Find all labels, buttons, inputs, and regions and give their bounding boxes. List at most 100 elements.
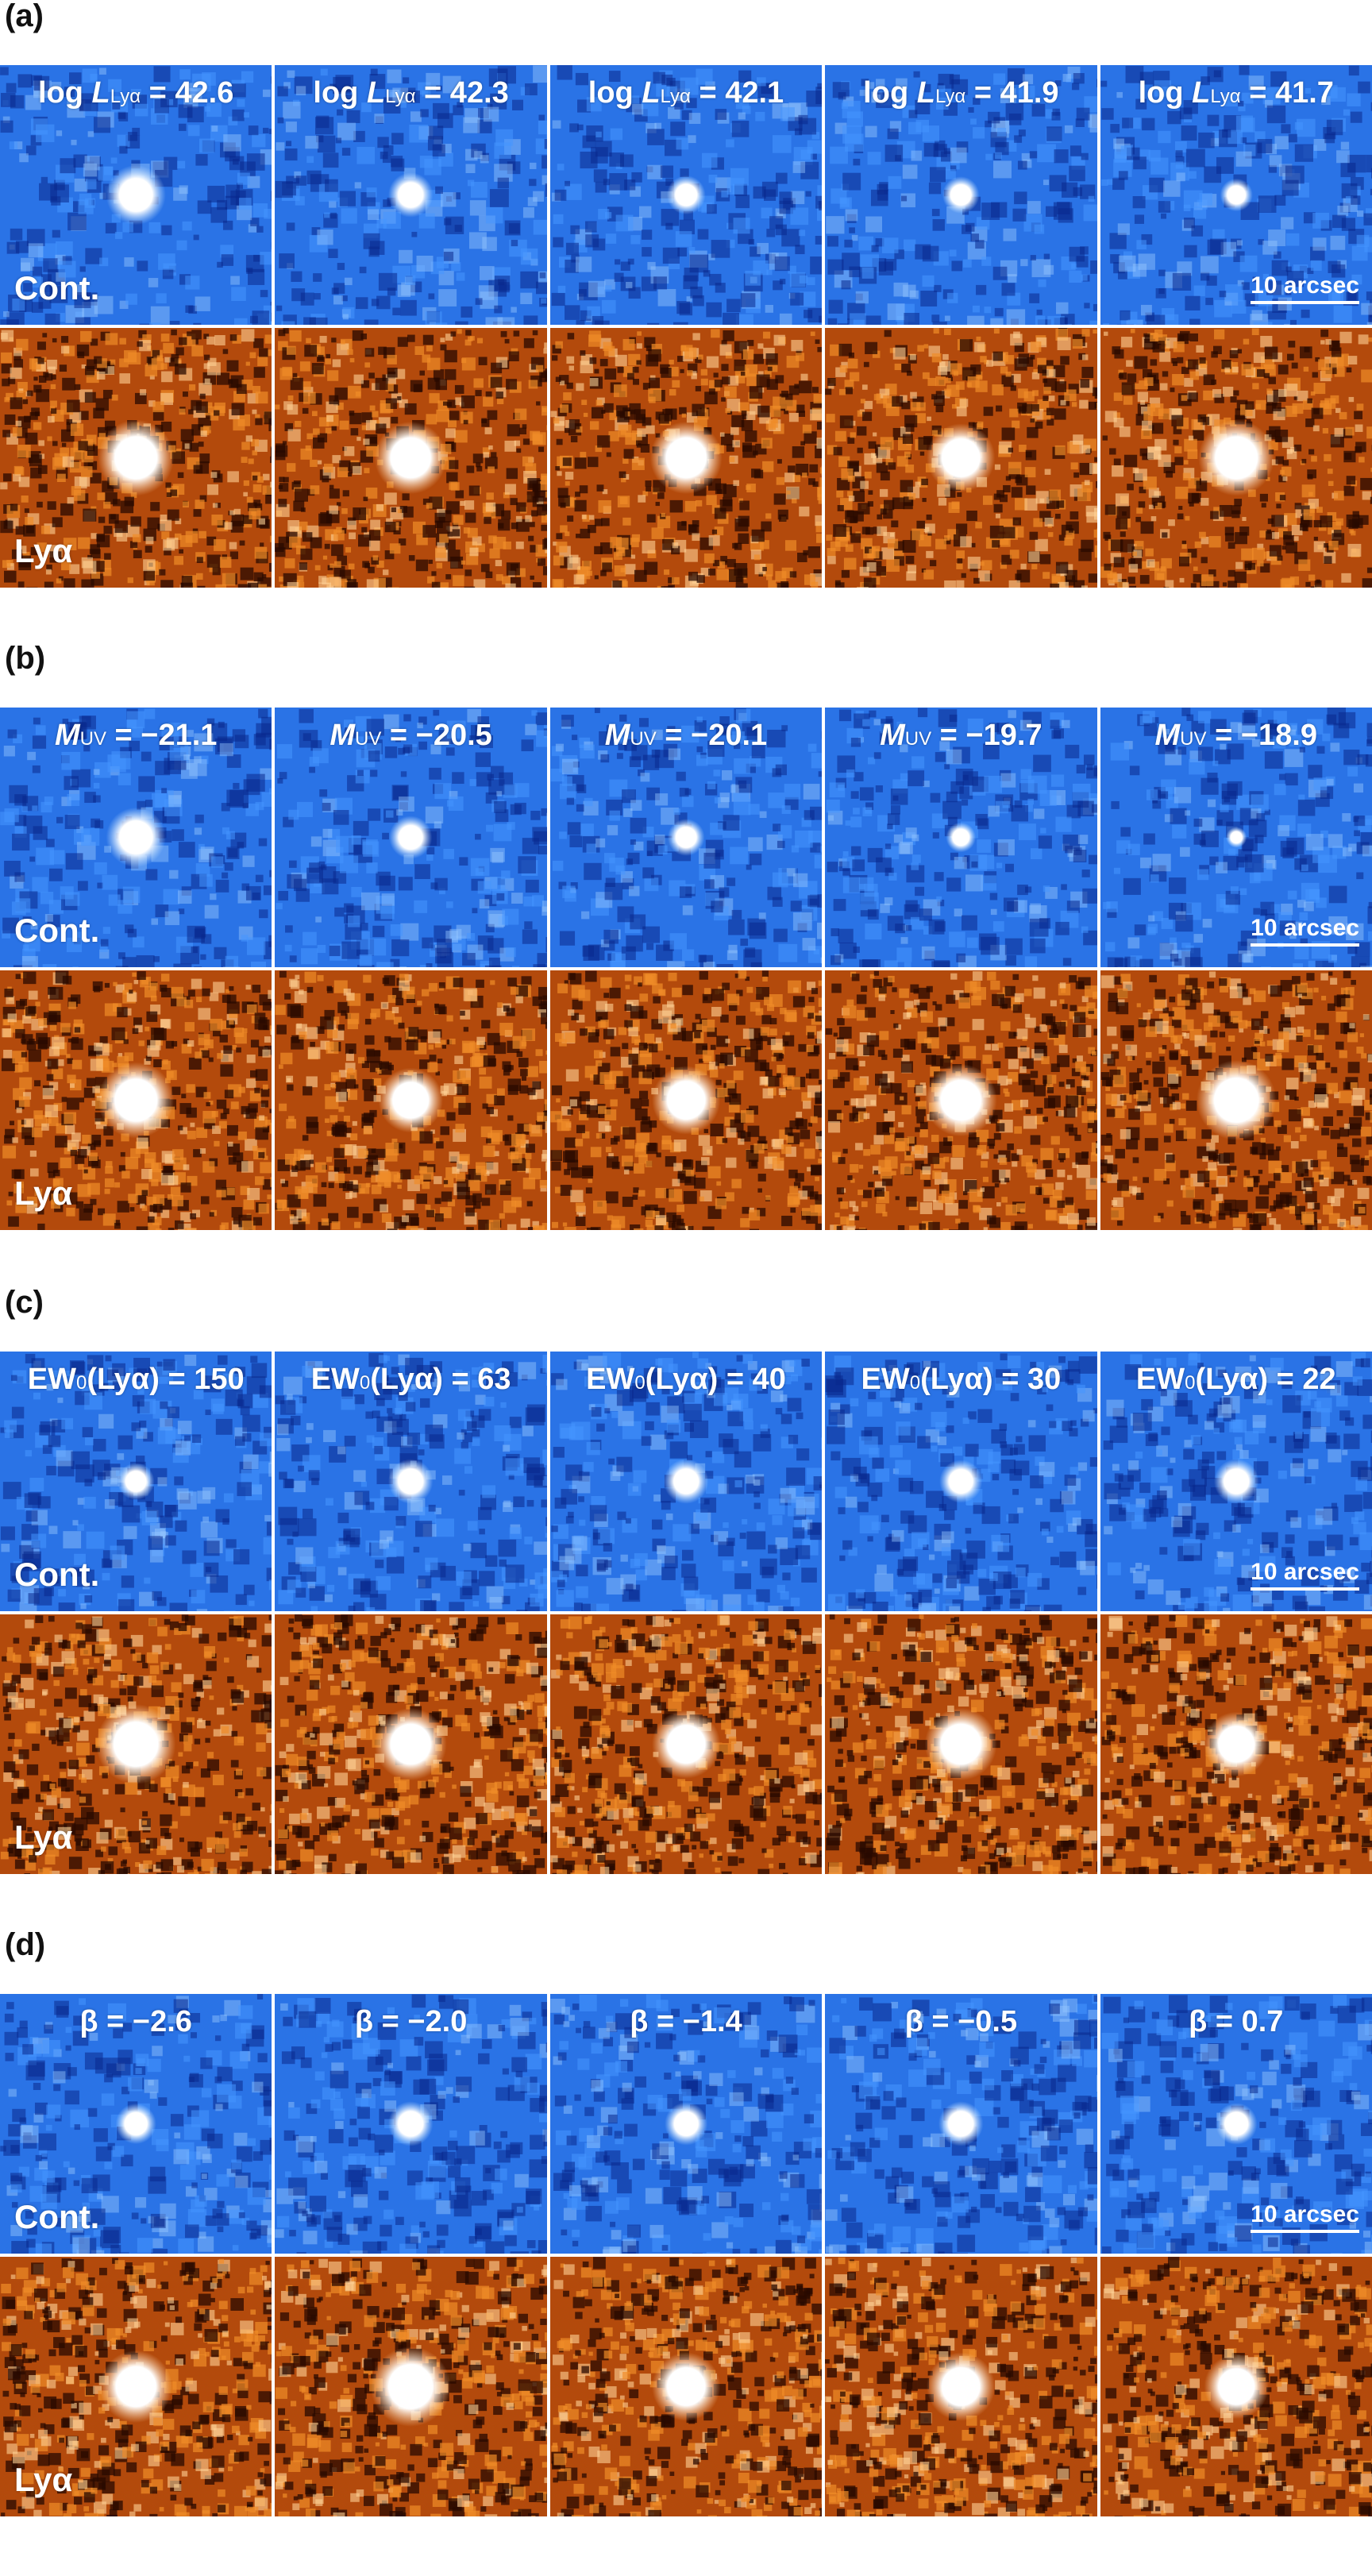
title-sub: 0 [75, 1372, 87, 1394]
stack-bin-title: β = −0.5 [825, 2005, 1096, 2039]
panel-label: (b) [5, 641, 46, 676]
stack-bin-title: EW0(Lyα) = 40 [550, 1363, 822, 1397]
source-blob [1204, 1711, 1269, 1777]
lya-image [1100, 328, 1372, 588]
lya-row: Lyα [0, 970, 1372, 1230]
source-blob [371, 2347, 451, 2427]
continuum-image [1100, 65, 1372, 325]
continuum-image [1100, 1995, 1372, 2254]
title-sub: Lyα [935, 86, 966, 107]
lya-image [1, 2258, 272, 2516]
stack-bin-title: EW0(Lyα) = 63 [275, 1363, 546, 1397]
panel-b: (b) MUV = −21.1 Cont. MUV = −20.5 MUV = −20.… [0, 642, 1372, 1230]
scale-bar: 10 arcsec [1251, 272, 1359, 304]
continuum-image [1103, 1352, 1372, 1611]
source-blob [651, 2352, 721, 2421]
lya-tile-5 [1100, 1614, 1372, 1874]
title-prefix: β = −2.0 [354, 2005, 468, 2038]
continuum-image [275, 1994, 547, 2254]
source-blob [375, 421, 448, 495]
source-blob [388, 1459, 434, 1504]
scale-bar-label: 10 arcsec [1251, 272, 1359, 299]
lya-tile-3 [549, 1614, 823, 1874]
cont-label: Cont. [14, 912, 100, 949]
lya-tile-3 [549, 970, 823, 1230]
title-eq: = 41.7 [1240, 76, 1334, 110]
scale-bar-label: 10 arcsec [1251, 2201, 1359, 2227]
title-prefix: log [863, 76, 917, 110]
scale-bar-label: 10 arcsec [1251, 1559, 1359, 1585]
source-blob [1215, 2103, 1258, 2145]
continuum-tile-2: EW0(Lyα) = 63 [275, 1352, 547, 1611]
title-sub: 0 [1185, 1372, 1196, 1394]
lya-row: Lyα [0, 2257, 1372, 2516]
continuum-image [1102, 708, 1372, 967]
lya-tile-2 [275, 970, 547, 1230]
title-eq: = −18.9 [1206, 719, 1317, 752]
continuum-tile-1: β = −2.6 Cont. [0, 1994, 272, 2254]
lya-image [550, 329, 823, 588]
title-sub: UV [904, 728, 932, 750]
lya-image [1102, 2257, 1372, 2516]
title-eq: = −20.5 [381, 719, 492, 752]
lya-row: Lyα [0, 328, 1372, 588]
title-sub: UV [1180, 728, 1207, 750]
continuum-tile-3: EW0(Lyα) = 40 [549, 1352, 823, 1611]
stack-bin-title: log LLyα = 42.6 [0, 76, 272, 110]
title-eq: (Lyα) = 63 [370, 1363, 511, 1396]
continuum-tile-2: β = −2.0 [275, 1994, 547, 2254]
title-prefix: β = −1.4 [630, 2005, 742, 2038]
title-prefix: log [313, 76, 367, 110]
title-eq: = 42.1 [690, 76, 784, 110]
lya-tile-4 [825, 1614, 1097, 1874]
scale-bar-line [1251, 1587, 1359, 1591]
cont-label: Cont. [14, 1556, 100, 1593]
continuum-tile-2: MUV = −20.5 [275, 708, 547, 967]
title-sub: Lyα [1210, 86, 1241, 107]
stack-bin-title: β = −2.6 [0, 2005, 272, 2039]
title-eq: (Lyα) = 40 [645, 1363, 786, 1396]
stack-bin-title: β = −2.0 [275, 2005, 546, 2039]
panel-d: (d) β = −2.6 Cont. β = −2.0 β = −1.4 β = −0.5… [0, 1929, 1372, 2516]
continuum-tile-5: log LLyα = 41.7 10 arcsec [1100, 65, 1372, 325]
continuum-tile-1: MUV = −21.1 Cont. [0, 708, 272, 967]
lya-image [276, 2257, 547, 2516]
title-sub: UV [630, 728, 657, 750]
scale-bar: 10 arcsec [1251, 1559, 1359, 1591]
source-blob [651, 1066, 721, 1135]
lya-image [551, 2257, 823, 2516]
source-blob [666, 175, 706, 215]
continuum-row: MUV = −21.1 Cont. MUV = −20.5 MUV = −20.1 MU… [0, 708, 1372, 967]
panel-label: (d) [5, 1927, 46, 1962]
source-blob [98, 1062, 175, 1139]
title-sub: 0 [359, 1372, 371, 1394]
source-blob [378, 1067, 444, 1133]
title-eq: = 42.3 [415, 76, 509, 110]
lya-image [275, 328, 547, 588]
source-blob [98, 419, 175, 496]
continuum-tile-4: β = −0.5 [825, 1994, 1097, 2254]
title-prefix: β = −2.6 [79, 2005, 192, 2038]
source-blob [106, 164, 166, 226]
title-var: L [642, 76, 661, 110]
lya-label: Lyα [14, 532, 73, 569]
lya-label: Lyα [14, 1174, 73, 1212]
source-blob [115, 2103, 156, 2145]
title-prefix: log [1138, 76, 1193, 110]
title-prefix: EW [27, 1363, 76, 1396]
title-sub: UV [79, 728, 106, 750]
continuum-image [825, 1994, 1097, 2254]
source-blob [106, 807, 166, 868]
lya-image [825, 970, 1097, 1230]
title-var: M [604, 719, 630, 752]
source-blob [924, 1707, 997, 1781]
title-var: M [1154, 719, 1181, 752]
continuum-tile-5: MUV = −18.9 10 arcsec [1100, 708, 1372, 967]
title-var: L [91, 76, 110, 110]
lya-tile-5 [1100, 970, 1372, 1230]
stack-bin-title: log LLyα = 42.3 [275, 76, 546, 110]
continuum-image [551, 65, 823, 325]
lya-tile-4 [825, 328, 1097, 588]
lya-image [275, 1614, 547, 1874]
continuum-tile-5: EW0(Lyα) = 22 10 arcsec [1100, 1352, 1372, 1611]
